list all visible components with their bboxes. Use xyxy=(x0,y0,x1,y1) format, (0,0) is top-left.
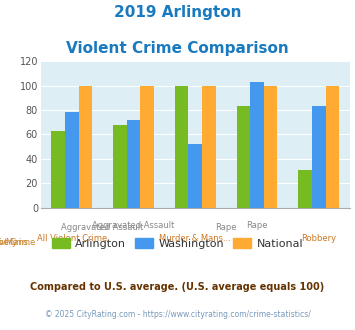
Text: © 2025 CityRating.com - https://www.cityrating.com/crime-statistics/: © 2025 CityRating.com - https://www.city… xyxy=(45,310,310,319)
Bar xyxy=(299,170,312,208)
Text: All Violent Crime: All Violent Crime xyxy=(37,234,107,243)
Bar xyxy=(202,85,215,208)
Text: Robbery: Robbery xyxy=(0,238,17,247)
Text: Rape: Rape xyxy=(246,221,268,230)
Text: Aggravated Assault: Aggravated Assault xyxy=(61,223,144,232)
Text: Compared to U.S. average. (U.S. average equals 100): Compared to U.S. average. (U.S. average … xyxy=(31,282,324,292)
Bar xyxy=(326,85,339,208)
Text: Murder & Mans...: Murder & Mans... xyxy=(0,238,36,247)
Text: Violent Crime Comparison: Violent Crime Comparison xyxy=(66,41,289,56)
Text: Aggravated Assault: Aggravated Assault xyxy=(92,221,175,230)
Bar xyxy=(140,85,154,208)
Bar xyxy=(175,85,189,208)
Bar xyxy=(264,85,277,208)
Text: Robbery: Robbery xyxy=(301,234,336,243)
Text: All Violent Crime: All Violent Crime xyxy=(0,238,35,247)
Text: Murder & Mans...: Murder & Mans... xyxy=(159,234,231,243)
Bar xyxy=(127,120,140,208)
Legend: Arlington, Washington, National: Arlington, Washington, National xyxy=(48,234,307,253)
Bar xyxy=(189,144,202,208)
Bar xyxy=(78,85,92,208)
Bar xyxy=(312,106,326,208)
Bar xyxy=(65,113,78,208)
Bar xyxy=(113,125,127,208)
Text: Rape: Rape xyxy=(215,223,237,232)
Text: 2019 Arlington: 2019 Arlington xyxy=(114,5,241,20)
Bar xyxy=(250,82,264,208)
Bar xyxy=(51,131,65,208)
Bar xyxy=(237,106,250,208)
